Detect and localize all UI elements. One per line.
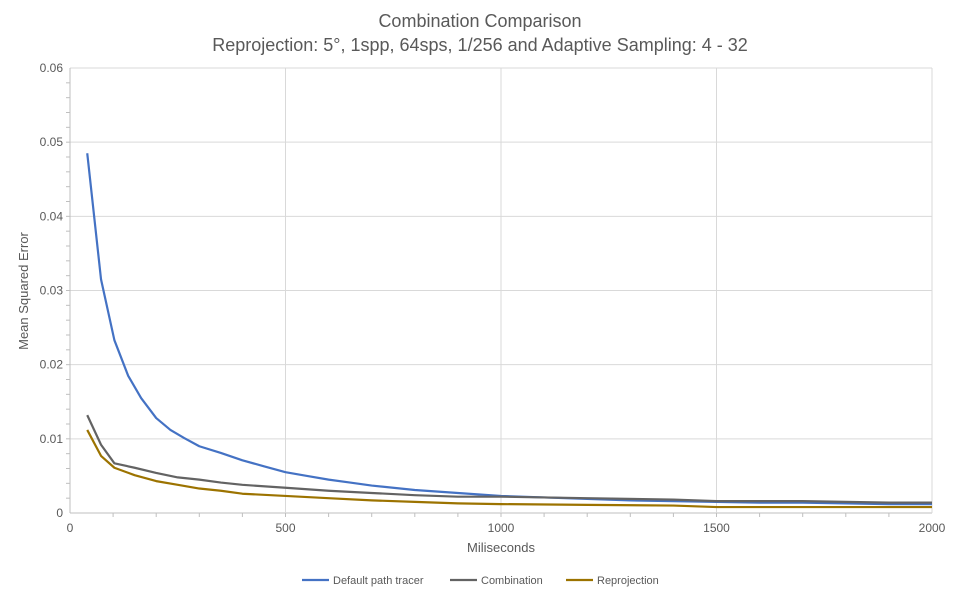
- x-tick-label: 0: [67, 521, 74, 535]
- legend-label: Reprojection: [597, 575, 659, 587]
- series-line-combination: [86, 414, 932, 504]
- y-tick-label: 0.05: [40, 135, 64, 149]
- x-tick-label: 1500: [703, 521, 730, 535]
- series-line-reprojection: [86, 429, 932, 509]
- y-tick-label: 0: [56, 506, 63, 520]
- chart-title: Combination Comparison: [378, 11, 581, 31]
- y-tick-label: 0.06: [40, 61, 64, 75]
- y-tick-label: 0.04: [40, 209, 64, 223]
- y-axis-label: Mean Squared Error: [16, 231, 31, 349]
- x-tick-label: 500: [275, 521, 295, 535]
- y-tick-label: 0.03: [40, 284, 64, 298]
- legend-label: Combination: [481, 575, 543, 587]
- y-tick-label: 0.02: [40, 358, 64, 372]
- y-tick-label: 0.01: [40, 432, 64, 446]
- x-tick-label: 1000: [488, 521, 515, 535]
- chart-subtitle: Reprojection: 5°, 1spp, 64sps, 1/256 and…: [212, 35, 748, 55]
- x-tick-label: 2000: [919, 521, 946, 535]
- x-axis-label: Miliseconds: [467, 540, 535, 555]
- series-line-default-path-tracer: [86, 153, 932, 506]
- legend-label: Default path tracer: [333, 575, 424, 587]
